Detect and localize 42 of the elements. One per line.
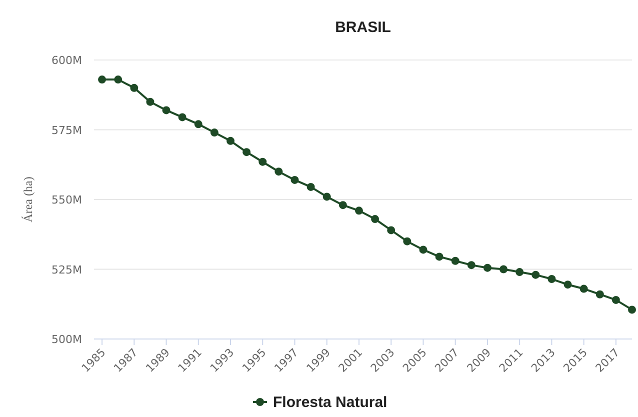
point xyxy=(130,84,138,92)
point xyxy=(435,252,444,261)
point xyxy=(403,237,412,246)
point xyxy=(338,201,347,210)
point xyxy=(98,76,106,84)
point xyxy=(612,296,620,304)
point xyxy=(226,136,235,145)
point xyxy=(516,268,524,276)
point xyxy=(194,120,202,128)
point xyxy=(274,168,283,176)
point xyxy=(354,206,363,215)
point xyxy=(419,246,428,254)
y-tick-label: 550M xyxy=(52,194,82,206)
y-axis-title: Área (ha) xyxy=(21,176,35,222)
point xyxy=(532,270,540,279)
point xyxy=(467,261,476,270)
point xyxy=(451,256,460,265)
point xyxy=(162,106,170,114)
legend-label: Floresta Natural xyxy=(273,394,388,411)
y-tick-label: 575M xyxy=(52,124,82,137)
point xyxy=(210,128,218,137)
point xyxy=(564,280,572,289)
y-tick-label: 500M xyxy=(52,333,82,346)
point xyxy=(242,148,251,156)
y-tick-label: 525M xyxy=(52,263,82,276)
point xyxy=(178,113,186,122)
point xyxy=(580,284,588,293)
point xyxy=(322,192,331,201)
point xyxy=(306,182,315,191)
chart-title: BRASIL xyxy=(335,19,391,36)
point xyxy=(548,275,556,284)
point xyxy=(146,98,154,106)
point xyxy=(500,265,508,274)
point xyxy=(628,306,636,314)
point xyxy=(596,290,604,298)
y-tick-label: 600M xyxy=(52,54,82,67)
point xyxy=(290,176,299,184)
point xyxy=(114,76,122,84)
point xyxy=(258,158,267,166)
point xyxy=(387,226,396,234)
point xyxy=(371,215,380,224)
point xyxy=(483,264,492,272)
